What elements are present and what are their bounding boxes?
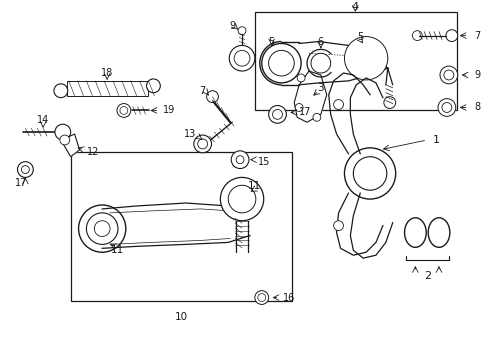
Text: 14: 14 (37, 115, 49, 125)
Circle shape (60, 135, 70, 145)
Circle shape (220, 177, 264, 221)
Ellipse shape (405, 218, 426, 247)
Circle shape (147, 79, 160, 93)
Circle shape (78, 205, 126, 252)
Circle shape (272, 109, 282, 119)
Text: 16: 16 (283, 293, 295, 302)
Circle shape (442, 103, 452, 112)
Circle shape (350, 42, 382, 74)
Circle shape (236, 156, 244, 163)
Circle shape (194, 135, 212, 153)
Circle shape (255, 291, 269, 305)
Circle shape (344, 37, 388, 80)
Circle shape (258, 294, 266, 301)
Text: 5: 5 (357, 32, 364, 41)
Text: 4: 4 (352, 2, 359, 12)
Circle shape (440, 66, 458, 84)
Text: 12: 12 (87, 147, 100, 157)
Circle shape (238, 27, 246, 35)
Bar (71, 152, 292, 301)
Circle shape (313, 113, 321, 121)
Circle shape (207, 91, 219, 103)
Polygon shape (294, 71, 327, 122)
Ellipse shape (428, 218, 450, 247)
Polygon shape (66, 81, 148, 96)
Circle shape (55, 124, 71, 140)
Circle shape (22, 166, 29, 174)
Circle shape (198, 139, 208, 149)
Bar (255, 12, 457, 111)
Text: 5: 5 (269, 36, 275, 46)
Circle shape (334, 100, 343, 109)
Text: 19: 19 (163, 105, 175, 116)
Circle shape (94, 221, 110, 237)
Circle shape (311, 53, 331, 73)
Text: 9: 9 (474, 70, 481, 80)
Text: 2: 2 (424, 271, 431, 281)
Text: 17: 17 (15, 178, 27, 188)
Circle shape (117, 104, 131, 117)
Circle shape (295, 104, 303, 112)
Bar (67, 81, 147, 96)
Circle shape (229, 45, 255, 71)
Circle shape (269, 50, 294, 76)
Circle shape (269, 105, 286, 123)
Circle shape (413, 31, 422, 41)
Text: 11: 11 (248, 181, 262, 191)
Text: 6: 6 (318, 36, 324, 46)
Circle shape (384, 96, 396, 108)
Circle shape (228, 185, 256, 213)
Circle shape (234, 50, 250, 66)
Circle shape (231, 151, 249, 168)
Text: 13: 13 (184, 129, 196, 139)
Circle shape (86, 213, 118, 244)
Circle shape (18, 162, 33, 177)
Circle shape (444, 70, 454, 80)
Circle shape (120, 107, 128, 114)
Text: 15: 15 (258, 157, 270, 167)
Circle shape (438, 99, 456, 116)
Circle shape (344, 148, 396, 199)
Text: 1: 1 (433, 135, 440, 145)
Text: 17: 17 (299, 107, 312, 117)
Text: 10: 10 (174, 312, 188, 322)
Text: 7: 7 (474, 31, 481, 41)
Circle shape (353, 157, 387, 190)
Polygon shape (61, 134, 79, 157)
Text: 11: 11 (110, 245, 123, 255)
Circle shape (358, 50, 374, 66)
Circle shape (262, 44, 301, 83)
Circle shape (297, 74, 305, 82)
Text: 8: 8 (474, 103, 481, 112)
Text: 3: 3 (318, 83, 324, 93)
Text: 9: 9 (229, 21, 235, 31)
Circle shape (334, 221, 343, 231)
Text: 18: 18 (101, 68, 113, 78)
Circle shape (446, 30, 458, 41)
Text: 7: 7 (199, 86, 206, 96)
Circle shape (54, 84, 68, 98)
